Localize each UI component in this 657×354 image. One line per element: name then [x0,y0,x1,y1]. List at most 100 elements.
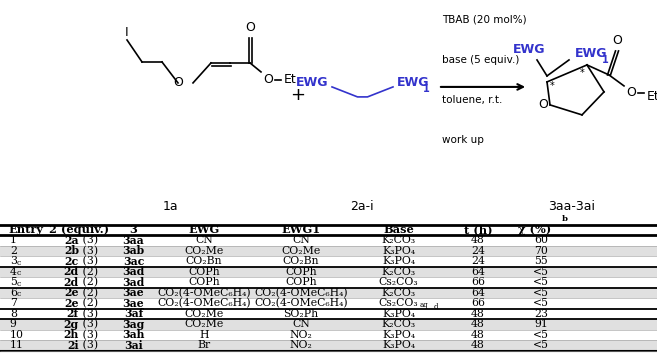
Text: O: O [626,86,636,99]
Text: 3ac: 3ac [123,256,144,267]
Text: c: c [16,269,20,277]
Bar [0,330,657,340]
Text: (2): (2) [79,267,99,277]
Text: CO₂Me: CO₂Me [185,319,223,330]
Text: COPh: COPh [285,267,317,277]
Text: c: c [16,280,20,287]
Bar [0,287,657,298]
Text: 60: 60 [534,235,548,245]
Text: (2): (2) [79,298,99,309]
Text: EWG: EWG [512,44,545,56]
Text: Cs₂CO₃: Cs₂CO₃ [378,298,419,308]
Text: EWG: EWG [296,76,328,90]
Text: <5: <5 [533,330,549,340]
Bar [0,298,657,309]
Text: O: O [245,22,255,34]
Text: 3: 3 [129,224,137,235]
Text: 2 (equiv.): 2 (equiv.) [49,224,109,235]
Text: CO₂Me: CO₂Me [185,246,223,256]
Text: Br: Br [198,341,210,350]
Text: 8: 8 [10,309,17,319]
Text: 10: 10 [10,330,24,340]
Bar [0,235,657,246]
Bar [0,340,657,351]
Text: 2a-i: 2a-i [350,200,374,213]
Text: CN: CN [292,319,310,330]
Text: 2g: 2g [64,319,79,330]
Text: *: * [550,81,555,91]
Text: (3): (3) [79,330,99,340]
Text: K₃PO₄: K₃PO₄ [382,341,415,350]
Text: (3): (3) [79,256,99,267]
Text: EWG: EWG [575,47,608,61]
Text: c: c [16,290,20,298]
Text: EWG: EWG [189,224,219,235]
Text: 24: 24 [471,246,485,256]
Text: 3ag: 3ag [122,319,145,330]
Text: 2f: 2f [67,308,79,319]
Text: O: O [173,76,183,90]
Text: χ (%): χ (%) [518,224,551,235]
Text: CO₂Me: CO₂Me [185,309,223,319]
Text: 48: 48 [471,319,485,330]
Text: 64: 64 [471,267,485,277]
Text: (3): (3) [79,235,99,245]
Text: K₂CO₃: K₂CO₃ [382,288,415,298]
Text: (3): (3) [79,319,99,330]
Text: 6: 6 [10,288,17,298]
Text: K₂CO₃: K₂CO₃ [382,235,415,245]
Text: 48: 48 [471,309,485,319]
Text: Base: Base [383,224,414,235]
Text: I: I [125,27,129,39]
Text: H: H [199,330,209,340]
Text: 48: 48 [471,330,485,340]
Text: O: O [612,34,622,47]
Text: 3aa: 3aa [123,235,144,246]
Text: 2a: 2a [64,235,79,246]
Text: 48: 48 [471,235,485,245]
Bar [0,267,657,277]
Text: work up: work up [442,135,484,145]
Text: (3): (3) [79,246,99,256]
Text: 3: 3 [10,256,17,266]
Text: 3aa-3ai: 3aa-3ai [549,200,595,213]
Text: 2i: 2i [67,340,79,351]
Text: CO₂(4-OMeC₆H₄): CO₂(4-OMeC₆H₄) [157,298,251,309]
Text: 7: 7 [10,298,16,308]
Text: O: O [263,73,273,86]
Text: 2d: 2d [64,266,79,278]
Text: COPh: COPh [188,278,220,287]
Text: 3ae: 3ae [123,287,144,298]
Text: CO₂(4-OMeC₆H₄): CO₂(4-OMeC₆H₄) [254,288,348,298]
Text: Cs₂CO₃: Cs₂CO₃ [378,278,419,287]
Text: SO₂Ph: SO₂Ph [283,309,319,319]
Bar [0,277,657,287]
Text: 2h: 2h [64,330,79,341]
Text: CO₂Me: CO₂Me [281,246,321,256]
Text: d: d [434,303,438,310]
Text: TBAB (20 mol%): TBAB (20 mol%) [442,15,527,25]
Text: <5: <5 [533,267,549,277]
Text: <5: <5 [533,341,549,350]
Text: (2): (2) [79,288,99,298]
Text: CO₂Bn: CO₂Bn [283,256,319,266]
Text: 1: 1 [423,84,430,94]
Text: b: b [562,215,568,223]
Text: 2b: 2b [64,245,79,256]
Text: Entry: Entry [9,224,43,235]
Text: NO₂: NO₂ [290,330,312,340]
Text: <5: <5 [533,288,549,298]
Text: 11: 11 [10,341,24,350]
Text: 3ab: 3ab [122,245,145,256]
Text: c: c [16,258,20,267]
Text: 3af: 3af [124,308,143,319]
Bar [0,309,657,319]
Text: COPh: COPh [285,278,317,287]
Text: CN: CN [195,235,213,245]
Text: 2e: 2e [64,298,79,309]
Text: t (h): t (h) [464,224,492,235]
Text: 1: 1 [10,235,17,245]
Text: (2): (2) [79,277,99,287]
Text: NO₂: NO₂ [290,341,312,350]
Text: K₃PO₄: K₃PO₄ [382,246,415,256]
